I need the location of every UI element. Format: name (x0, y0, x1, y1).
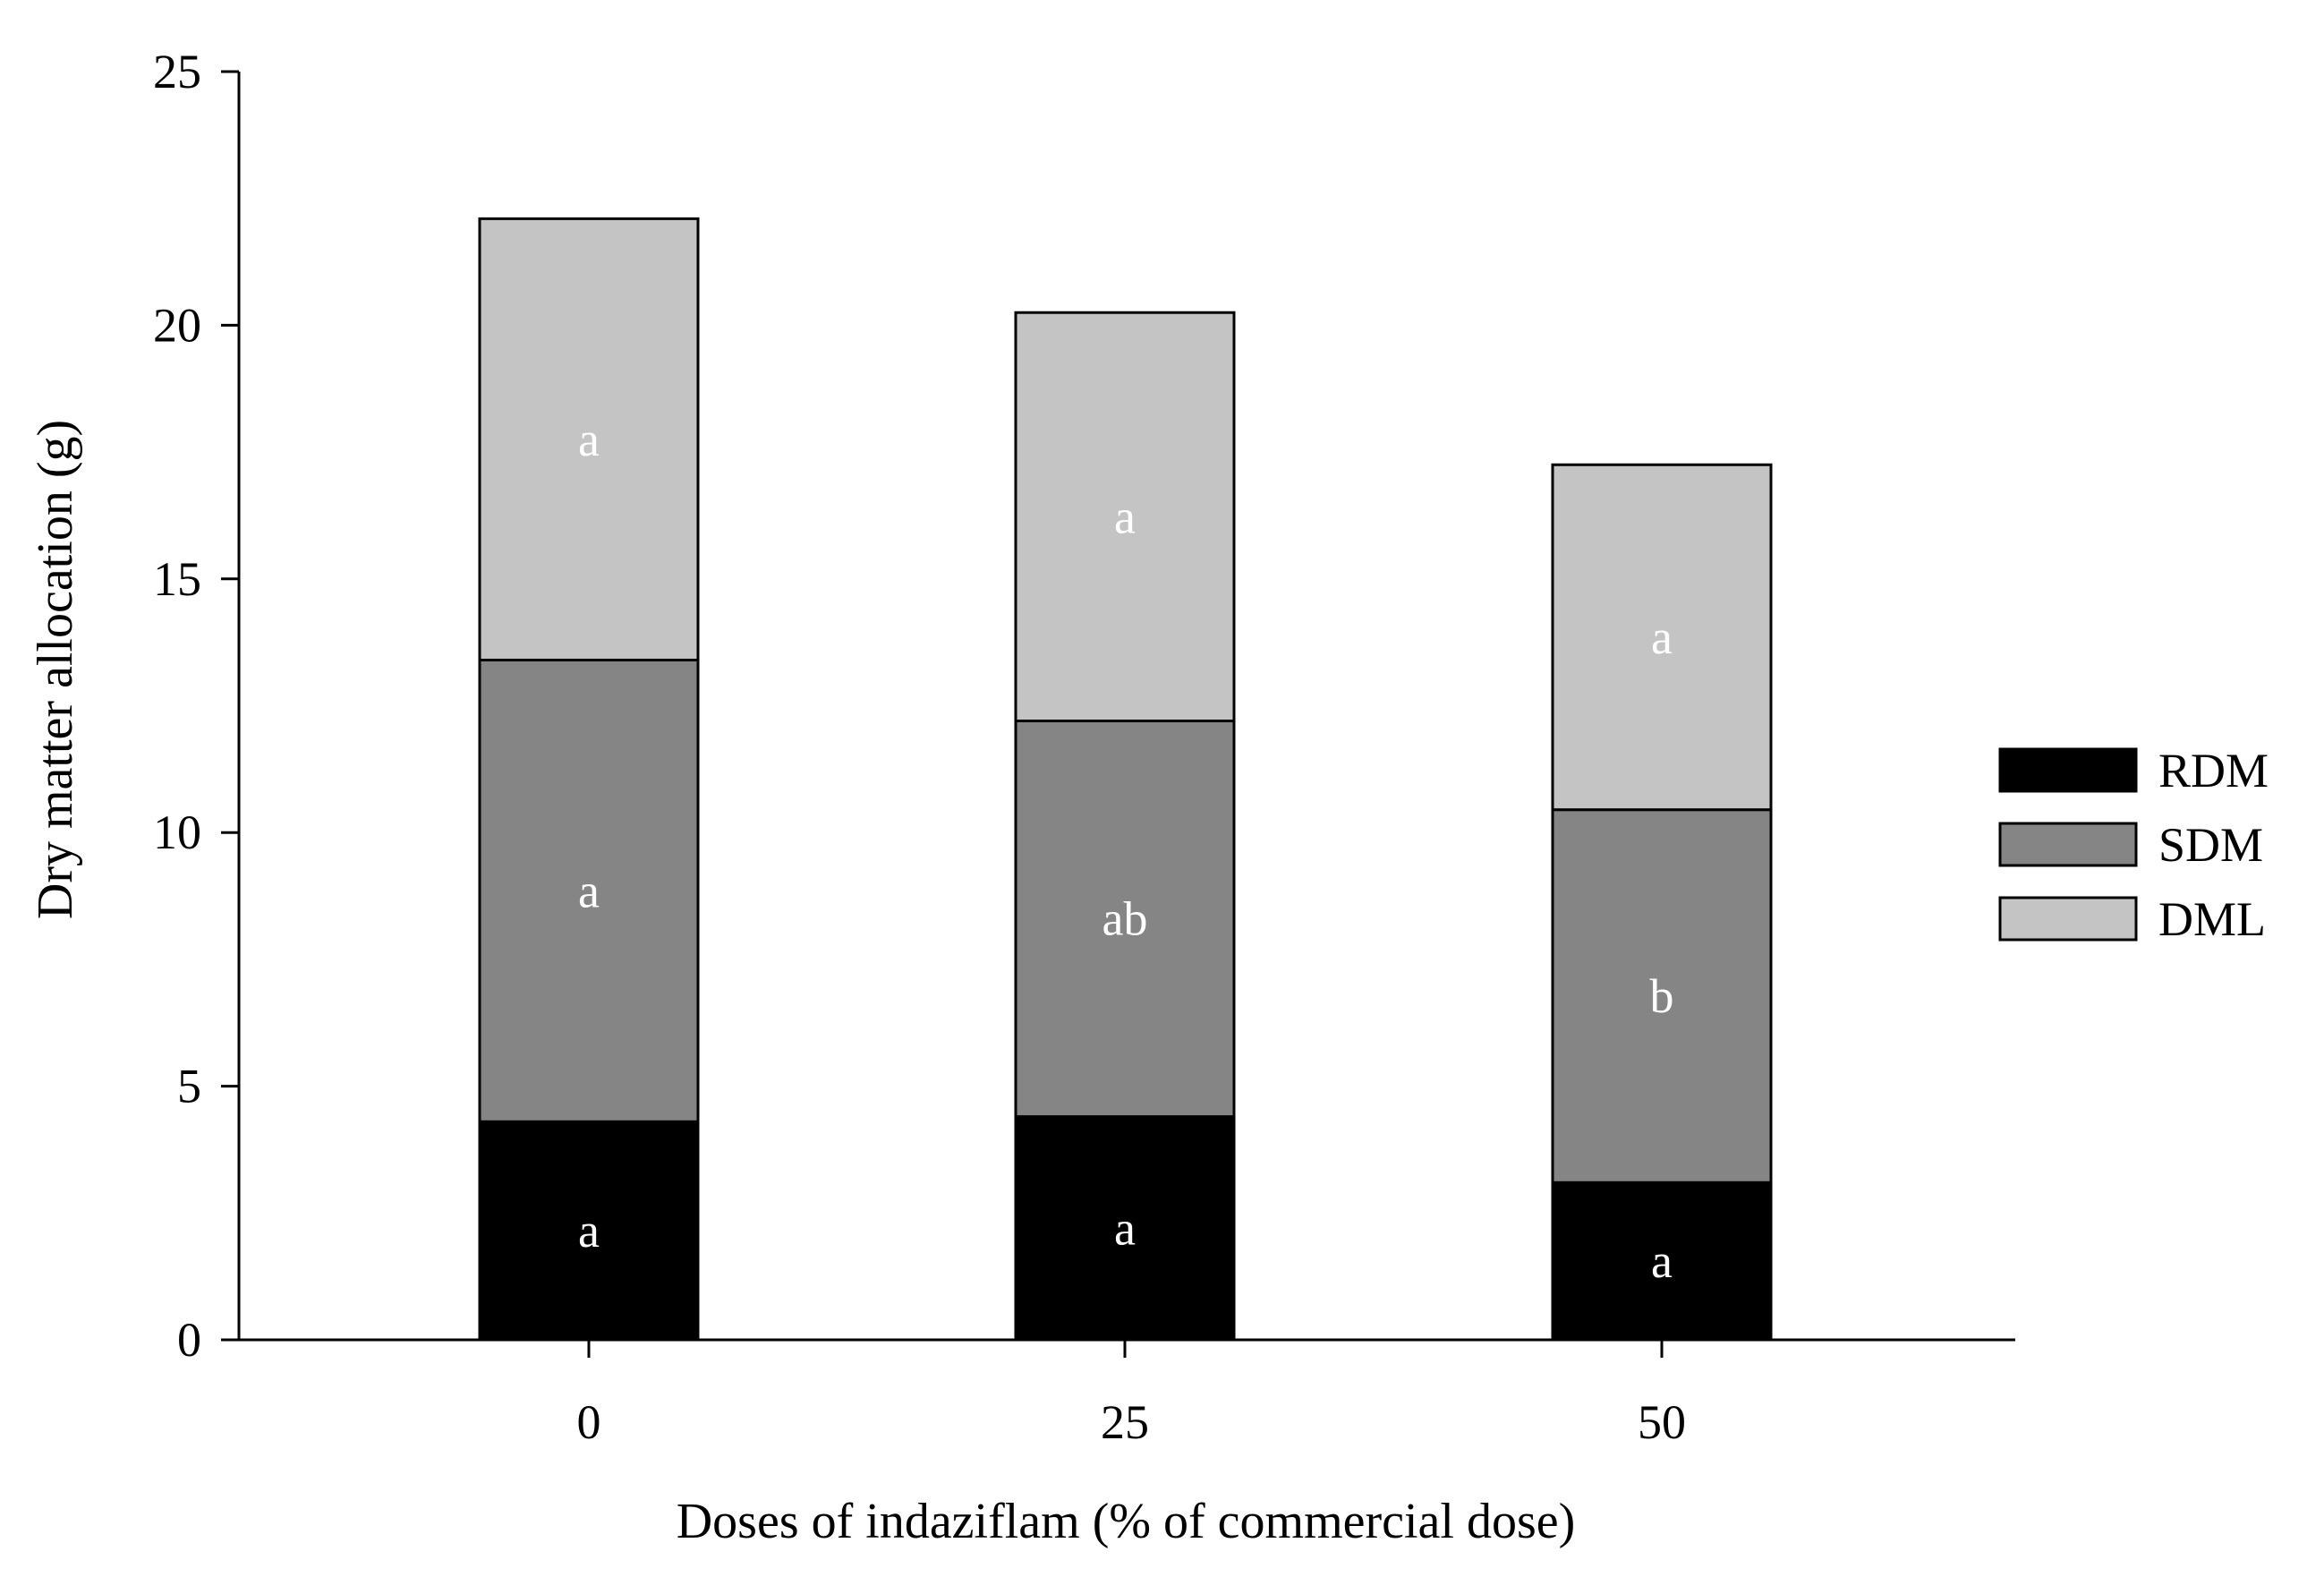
bar-dml-25 (1014, 311, 1236, 723)
bars-layer (478, 217, 1773, 1342)
legend-label-dml: DML (2158, 892, 2266, 946)
bar-sdm-0 (478, 658, 700, 1123)
y-tick-label-0: 0 (177, 1313, 201, 1367)
legend-label-rdm: RDM (2158, 744, 2269, 797)
x-tick-label-50: 50 (1638, 1395, 1686, 1449)
bar-rdm-0 (478, 1120, 700, 1342)
bar-sdm-25 (1014, 720, 1236, 1119)
label-dml-25: a (1114, 490, 1136, 543)
legend-swatch-dml (1998, 896, 2138, 942)
y-tick-label-15: 15 (153, 552, 201, 606)
legend: RDM SDM DML (1998, 744, 2269, 946)
legend-label-sdm: SDM (2158, 818, 2263, 872)
label-rdm-0: a (578, 1204, 600, 1257)
bar-dml-0 (478, 217, 700, 661)
label-dml-50: a (1651, 610, 1673, 664)
x-axis-title: Doses of indaziflam (% of commercial dos… (677, 1494, 1576, 1549)
label-dml-0: a (578, 413, 600, 466)
label-rdm-25: a (1114, 1201, 1136, 1255)
label-sdm-25: ab (1102, 892, 1148, 946)
bar-sdm-50 (1551, 808, 1773, 1184)
bar-dml-50 (1551, 463, 1773, 812)
y-tick-label-10: 10 (153, 806, 201, 859)
legend-swatch-rdm (1998, 747, 2138, 793)
y-tick-label-20: 20 (153, 298, 201, 352)
legend-swatch-sdm (1998, 822, 2138, 867)
bar-rdm-25 (1014, 1115, 1236, 1342)
axes-layer: 0 5 10 15 20 25 0 25 50 (153, 45, 2015, 1449)
y-tick-label-5: 5 (177, 1060, 201, 1113)
label-sdm-0: a (578, 864, 600, 917)
y-tick-label-25: 25 (153, 45, 201, 98)
label-rdm-50: a (1651, 1234, 1673, 1288)
x-tick-label-25: 25 (1101, 1395, 1149, 1449)
label-sdm-50: b (1650, 969, 1674, 1023)
x-tick-label-0: 0 (577, 1395, 601, 1449)
y-axis-title: Dry matter allocation (g) (28, 420, 83, 919)
